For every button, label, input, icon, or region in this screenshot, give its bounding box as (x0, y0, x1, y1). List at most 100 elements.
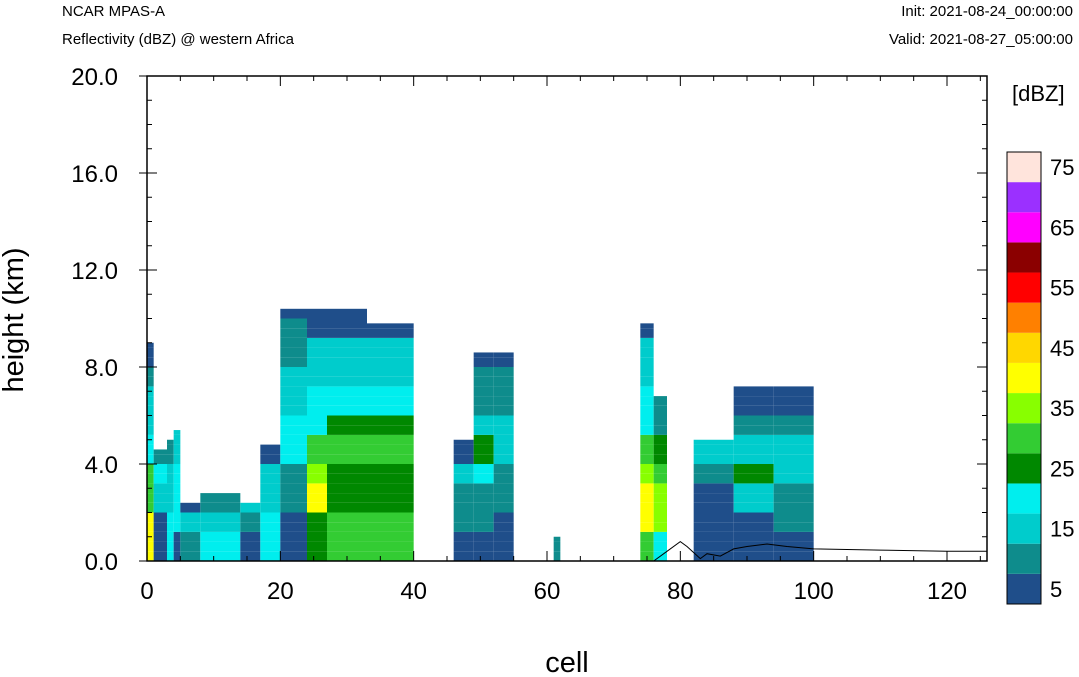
reflectivity-cell (733, 473, 774, 484)
reflectivity-cell (280, 551, 307, 561)
reflectivity-cell (327, 415, 367, 426)
reflectivity-cell (260, 454, 281, 464)
reflectivity-cell (367, 454, 414, 464)
reflectivity-cell (307, 551, 327, 561)
reflectivity-cell (167, 541, 174, 552)
reflectivity-cell (173, 464, 181, 474)
reflectivity-cell (367, 415, 414, 426)
reflectivity-cell (280, 376, 307, 387)
reflectivity-cell (280, 396, 307, 406)
plot-frame (146, 75, 988, 562)
reflectivity-cells (147, 308, 814, 561)
reflectivity-cell (173, 434, 181, 445)
reflectivity-cell (473, 425, 494, 435)
reflectivity-cell (307, 444, 327, 455)
reflectivity-cell (367, 434, 414, 445)
reflectivity-cell (260, 551, 281, 561)
reflectivity-cell (773, 512, 814, 523)
reflectivity-cell (773, 493, 814, 503)
reflectivity-cell (327, 512, 367, 523)
reflectivity-cell (453, 473, 474, 484)
reflectivity-cell (167, 512, 174, 523)
reflectivity-cell (640, 493, 654, 503)
reflectivity-cell (327, 531, 367, 542)
reflectivity-cell (493, 464, 514, 474)
reflectivity-cell (640, 512, 654, 523)
reflectivity-cell (180, 531, 201, 542)
reflectivity-cell (693, 483, 734, 494)
colorbar-swatch (1007, 152, 1041, 183)
reflectivity-cell (327, 502, 367, 513)
reflectivity-cell (307, 347, 327, 358)
reflectivity-cell (640, 386, 654, 397)
reflectivity-cell (773, 434, 814, 445)
reflectivity-cell (493, 483, 514, 494)
reflectivity-cell (640, 415, 654, 426)
reflectivity-cell (473, 522, 494, 532)
reflectivity-cell (367, 323, 414, 329)
reflectivity-cell (693, 502, 734, 513)
colorbar-swatch (1007, 302, 1041, 333)
colorbar-label: 5 (1050, 577, 1062, 602)
reflectivity-cell (280, 512, 307, 523)
colorbar-swatch (1007, 423, 1041, 454)
reflectivity-cell (200, 493, 241, 503)
reflectivity-cell (453, 522, 474, 532)
reflectivity-cell (773, 473, 814, 484)
reflectivity-cell (280, 328, 307, 338)
reflectivity-cell (147, 376, 154, 387)
colorbar-swatch (1007, 242, 1041, 273)
reflectivity-cell (733, 541, 774, 552)
reflectivity-cell (367, 531, 414, 542)
x-tick-label: 40 (400, 578, 427, 605)
reflectivity-cell (240, 551, 261, 561)
colorbar-label: 75 (1050, 155, 1074, 180)
reflectivity-cell (147, 464, 154, 474)
reflectivity-cell (167, 454, 174, 464)
reflectivity-cell (147, 367, 154, 377)
reflectivity-cell (733, 464, 774, 474)
reflectivity-cell (773, 405, 814, 416)
x-tick-label: 100 (794, 578, 834, 605)
reflectivity-cell (167, 502, 174, 513)
reflectivity-cell (733, 386, 774, 397)
reflectivity-cell (200, 541, 241, 552)
reflectivity-cell (733, 415, 774, 426)
reflectivity-cell (327, 376, 367, 387)
reflectivity-cell (260, 444, 281, 455)
reflectivity-cell (367, 522, 414, 532)
reflectivity-cell (167, 493, 174, 503)
reflectivity-cell (493, 415, 514, 426)
reflectivity-cell (147, 502, 154, 513)
reflectivity-cell (327, 328, 367, 338)
reflectivity-cell (260, 502, 281, 513)
reflectivity-cell (473, 376, 494, 387)
reflectivity-cell (307, 396, 327, 406)
reflectivity-cell (280, 493, 307, 503)
colorbar-swatch (1007, 453, 1041, 484)
reflectivity-cell (653, 512, 667, 523)
reflectivity-cell (327, 541, 367, 552)
reflectivity-cell (200, 512, 241, 523)
reflectivity-cell (153, 473, 167, 484)
reflectivity-cell (147, 444, 154, 455)
reflectivity-cell (153, 502, 167, 513)
colorbar-swatch (1007, 393, 1041, 424)
reflectivity-cell (693, 493, 734, 503)
reflectivity-cell (167, 444, 174, 455)
reflectivity-cell (553, 536, 561, 542)
reflectivity-cell (367, 337, 414, 348)
y-tick-label: 16.0 (71, 161, 118, 188)
reflectivity-cell (200, 531, 241, 542)
reflectivity-cell (733, 512, 774, 523)
reflectivity-cell (147, 405, 154, 416)
reflectivity-cell (453, 444, 474, 455)
reflectivity-cell (327, 396, 367, 406)
reflectivity-cell (453, 541, 474, 552)
reflectivity-cell (640, 347, 654, 358)
reflectivity-cell (327, 337, 367, 348)
reflectivity-cell (307, 425, 327, 435)
reflectivity-cell (307, 367, 327, 377)
reflectivity-cell (367, 425, 414, 435)
colorbar-label: 35 (1050, 396, 1074, 421)
